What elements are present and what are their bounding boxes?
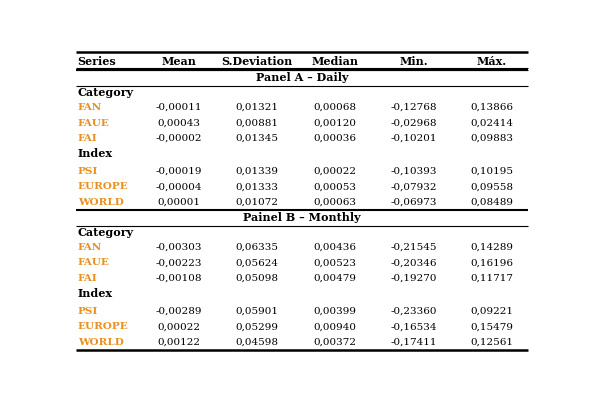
Text: 0,04598: 0,04598: [235, 338, 278, 347]
Text: WORLD: WORLD: [78, 338, 124, 347]
Text: -0,00289: -0,00289: [155, 307, 202, 316]
Text: 0,00399: 0,00399: [314, 307, 357, 316]
Text: 0,00063: 0,00063: [314, 198, 357, 207]
Text: -0,00223: -0,00223: [155, 258, 202, 267]
Text: Median: Median: [312, 56, 359, 67]
Text: -0,02968: -0,02968: [391, 118, 438, 128]
Text: 0,01339: 0,01339: [235, 167, 278, 176]
Text: Painel B – Monthly: Painel B – Monthly: [243, 213, 360, 224]
Text: Series: Series: [78, 56, 117, 67]
Text: Mean: Mean: [161, 56, 196, 67]
Text: PSI: PSI: [78, 167, 98, 176]
Text: -0,00011: -0,00011: [155, 103, 202, 112]
Text: 0,00001: 0,00001: [157, 198, 200, 207]
Text: 0,01072: 0,01072: [235, 198, 278, 207]
Text: -0,00108: -0,00108: [155, 274, 202, 283]
Text: FAN: FAN: [78, 103, 102, 112]
Text: -0,07932: -0,07932: [391, 182, 438, 192]
Text: 0,01333: 0,01333: [235, 182, 278, 192]
Text: -0,17411: -0,17411: [391, 338, 438, 347]
Text: 0,00022: 0,00022: [157, 322, 200, 331]
Text: 0,09883: 0,09883: [471, 134, 514, 143]
Text: Category: Category: [78, 87, 134, 98]
Text: EUROPE: EUROPE: [78, 182, 128, 192]
Text: -0,00004: -0,00004: [155, 182, 202, 192]
Text: 0,15479: 0,15479: [471, 322, 514, 331]
Text: -0,10201: -0,10201: [391, 134, 438, 143]
Text: Category: Category: [78, 227, 134, 238]
Text: S.Deviation: S.Deviation: [221, 56, 292, 67]
Text: -0,06973: -0,06973: [391, 198, 438, 207]
Text: Index: Index: [78, 148, 112, 159]
Text: 0,01321: 0,01321: [235, 103, 278, 112]
Text: 0,00523: 0,00523: [314, 258, 357, 267]
Text: 0,01345: 0,01345: [235, 134, 278, 143]
Text: Máx.: Máx.: [477, 56, 507, 67]
Text: 0,00120: 0,00120: [314, 118, 357, 128]
Text: 0,08489: 0,08489: [471, 198, 514, 207]
Text: FAN: FAN: [78, 243, 102, 252]
Text: 0,00036: 0,00036: [314, 134, 357, 143]
Text: 0,14289: 0,14289: [471, 243, 514, 252]
Text: 0,09221: 0,09221: [471, 307, 514, 316]
Text: 0,00940: 0,00940: [314, 322, 357, 331]
Text: Index: Index: [78, 288, 112, 299]
Text: -0,21545: -0,21545: [391, 243, 438, 252]
Text: 0,06335: 0,06335: [235, 243, 278, 252]
Text: 0,00053: 0,00053: [314, 182, 357, 192]
Text: 0,02414: 0,02414: [471, 118, 514, 128]
Text: 0,00068: 0,00068: [314, 103, 357, 112]
Text: -0,10393: -0,10393: [391, 167, 438, 176]
Text: FAI: FAI: [78, 274, 98, 283]
Text: -0,00019: -0,00019: [155, 167, 202, 176]
Text: 0,13866: 0,13866: [471, 103, 514, 112]
Text: 0,00043: 0,00043: [157, 118, 200, 128]
Text: 0,12561: 0,12561: [471, 338, 514, 347]
Text: 0,00479: 0,00479: [314, 274, 357, 283]
Text: 0,05299: 0,05299: [235, 322, 278, 331]
Text: FAUE: FAUE: [78, 258, 110, 267]
Text: -0,20346: -0,20346: [391, 258, 438, 267]
Text: 0,16196: 0,16196: [471, 258, 514, 267]
Text: -0,00303: -0,00303: [155, 243, 202, 252]
Text: 0,11717: 0,11717: [471, 274, 514, 283]
Text: -0,23360: -0,23360: [391, 307, 438, 316]
Text: 0,05098: 0,05098: [235, 274, 278, 283]
Text: 0,00372: 0,00372: [314, 338, 357, 347]
Text: Min.: Min.: [400, 56, 429, 67]
Text: 0,05901: 0,05901: [235, 307, 278, 316]
Text: -0,19270: -0,19270: [391, 274, 438, 283]
Text: 0,10195: 0,10195: [471, 167, 514, 176]
Text: PSI: PSI: [78, 307, 98, 316]
Text: 0,00436: 0,00436: [314, 243, 357, 252]
Text: -0,00002: -0,00002: [155, 134, 202, 143]
Text: 0,09558: 0,09558: [471, 182, 514, 192]
Text: 0,00022: 0,00022: [314, 167, 357, 176]
Text: 0,00122: 0,00122: [157, 338, 200, 347]
Text: FAI: FAI: [78, 134, 98, 143]
Text: 0,05624: 0,05624: [235, 258, 278, 267]
Text: WORLD: WORLD: [78, 198, 124, 207]
Text: 0,00881: 0,00881: [235, 118, 278, 128]
Text: -0,16534: -0,16534: [391, 322, 438, 331]
Text: Panel A – Daily: Panel A – Daily: [256, 73, 348, 83]
Text: -0,12768: -0,12768: [391, 103, 438, 112]
Text: FAUE: FAUE: [78, 118, 110, 128]
Text: EUROPE: EUROPE: [78, 322, 128, 331]
